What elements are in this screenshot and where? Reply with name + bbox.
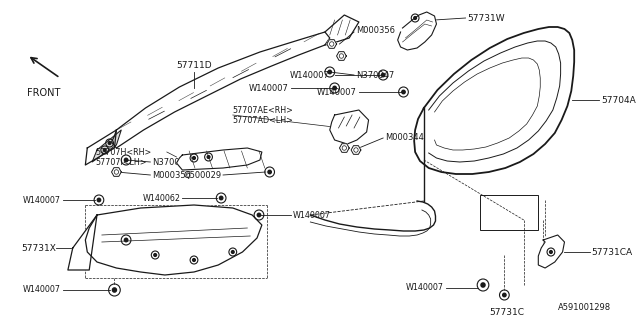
Text: 57731CA: 57731CA: [591, 247, 633, 257]
Circle shape: [104, 148, 106, 151]
Text: 57704A: 57704A: [602, 95, 636, 105]
Text: 57707H<RH>: 57707H<RH>: [95, 148, 151, 156]
Bar: [480, 195, 538, 230]
Circle shape: [124, 158, 128, 162]
Text: N370047: N370047: [152, 157, 191, 166]
Text: 57731C: 57731C: [489, 308, 524, 317]
Text: W140007: W140007: [317, 87, 357, 97]
Polygon shape: [85, 130, 116, 165]
Circle shape: [207, 156, 210, 158]
Polygon shape: [92, 130, 121, 162]
Circle shape: [232, 251, 234, 253]
Text: 57731W: 57731W: [467, 13, 505, 22]
Text: W140007: W140007: [23, 285, 61, 294]
Text: M000356: M000356: [152, 171, 191, 180]
Text: 57731X: 57731X: [21, 244, 56, 252]
Polygon shape: [538, 235, 564, 268]
Polygon shape: [111, 32, 330, 148]
Text: W140007: W140007: [23, 196, 61, 204]
Text: Q500029: Q500029: [183, 171, 221, 180]
Circle shape: [414, 17, 417, 20]
Text: W140007: W140007: [290, 70, 330, 79]
Polygon shape: [330, 110, 369, 144]
Text: N370047: N370047: [356, 70, 394, 79]
Circle shape: [333, 86, 337, 90]
Circle shape: [481, 283, 485, 287]
Text: W140007: W140007: [406, 284, 444, 292]
Text: W140007: W140007: [293, 211, 331, 220]
Circle shape: [257, 213, 260, 217]
Polygon shape: [177, 148, 262, 170]
Text: M000344: M000344: [385, 132, 424, 141]
Circle shape: [97, 198, 100, 202]
Circle shape: [113, 288, 116, 292]
Circle shape: [268, 170, 271, 174]
Polygon shape: [351, 146, 361, 154]
Polygon shape: [325, 15, 359, 45]
Circle shape: [502, 293, 506, 297]
Polygon shape: [337, 52, 346, 60]
Text: W140062: W140062: [143, 194, 180, 203]
Text: 57707AE<RH>: 57707AE<RH>: [233, 106, 294, 115]
Circle shape: [220, 196, 223, 200]
Circle shape: [154, 254, 157, 256]
Text: 57707AD<LH>: 57707AD<LH>: [233, 116, 294, 124]
Text: FRONT: FRONT: [27, 88, 60, 98]
Text: M000356: M000356: [356, 26, 395, 35]
Polygon shape: [339, 144, 349, 152]
Circle shape: [193, 259, 195, 261]
Text: 57707I<LH>: 57707I<LH>: [95, 157, 147, 166]
Text: 57711D: 57711D: [176, 61, 212, 70]
Circle shape: [124, 238, 128, 242]
Text: A591001298: A591001298: [558, 303, 611, 312]
Polygon shape: [111, 168, 121, 176]
Circle shape: [381, 73, 385, 77]
Circle shape: [402, 90, 405, 94]
Polygon shape: [397, 12, 436, 50]
Polygon shape: [327, 40, 337, 48]
Circle shape: [108, 141, 111, 144]
Text: W140007: W140007: [249, 84, 289, 92]
Circle shape: [328, 70, 332, 74]
Polygon shape: [68, 215, 97, 270]
Circle shape: [193, 156, 195, 159]
Polygon shape: [85, 205, 262, 275]
Circle shape: [550, 251, 552, 253]
